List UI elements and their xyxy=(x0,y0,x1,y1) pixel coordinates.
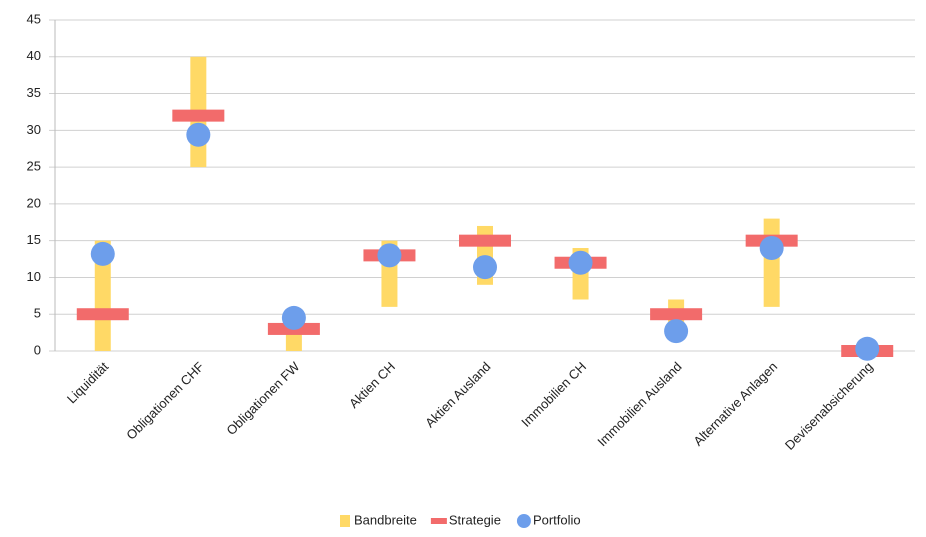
strategy-marker xyxy=(76,308,129,321)
x-tick-label: Devisenabsicherung xyxy=(782,359,876,453)
legend-label: Bandbreite xyxy=(354,512,417,527)
y-tick-label: 5 xyxy=(34,306,41,321)
y-tick-label: 0 xyxy=(34,342,41,357)
strategy-marker xyxy=(172,109,225,122)
portfolio-point xyxy=(664,319,689,344)
strategy-marker xyxy=(650,308,703,321)
portfolio-point xyxy=(377,243,402,268)
x-tick-label: Obligationen CHF xyxy=(123,359,207,443)
strategy-marker xyxy=(459,234,511,247)
legend-label: Strategie xyxy=(449,512,501,527)
x-tick-label: Immobilien Ausland xyxy=(594,359,684,449)
portfolio-point xyxy=(568,250,593,275)
x-tick-label: Immobilien CH xyxy=(518,359,589,430)
y-tick-label: 45 xyxy=(27,11,41,26)
x-tick-label: Aktien CH xyxy=(346,359,398,411)
portfolio-point xyxy=(473,255,497,280)
portfolio-point xyxy=(759,236,784,261)
portfolio-point xyxy=(281,305,306,330)
y-tick-label: 15 xyxy=(27,232,41,247)
portfolio-point xyxy=(186,122,211,147)
legend-swatch xyxy=(340,515,350,527)
range-bar xyxy=(763,218,780,307)
x-tick-label: Alternative Anlagen xyxy=(690,359,780,449)
y-tick-label: 40 xyxy=(27,48,41,63)
legend-swatch xyxy=(516,514,531,528)
legend: Bandbreite Strategie Portfolio xyxy=(340,512,581,528)
y-tick-label: 30 xyxy=(27,122,41,137)
x-tick-label: Obligationen FW xyxy=(223,358,303,438)
y-tick-label: 20 xyxy=(27,195,41,210)
y-tick-label: 35 xyxy=(27,85,41,100)
portfolio-point xyxy=(90,241,115,266)
y-tick-label: 25 xyxy=(27,159,41,174)
x-tick-label: Liquidität xyxy=(64,359,112,407)
range-bar xyxy=(94,240,111,351)
x-tick-label: Aktien Ausland xyxy=(422,359,493,430)
y-tick-label: 10 xyxy=(27,269,41,284)
legend-label: Portfolio xyxy=(533,512,581,527)
legend-swatch xyxy=(430,518,447,524)
portfolio-point xyxy=(855,336,880,361)
